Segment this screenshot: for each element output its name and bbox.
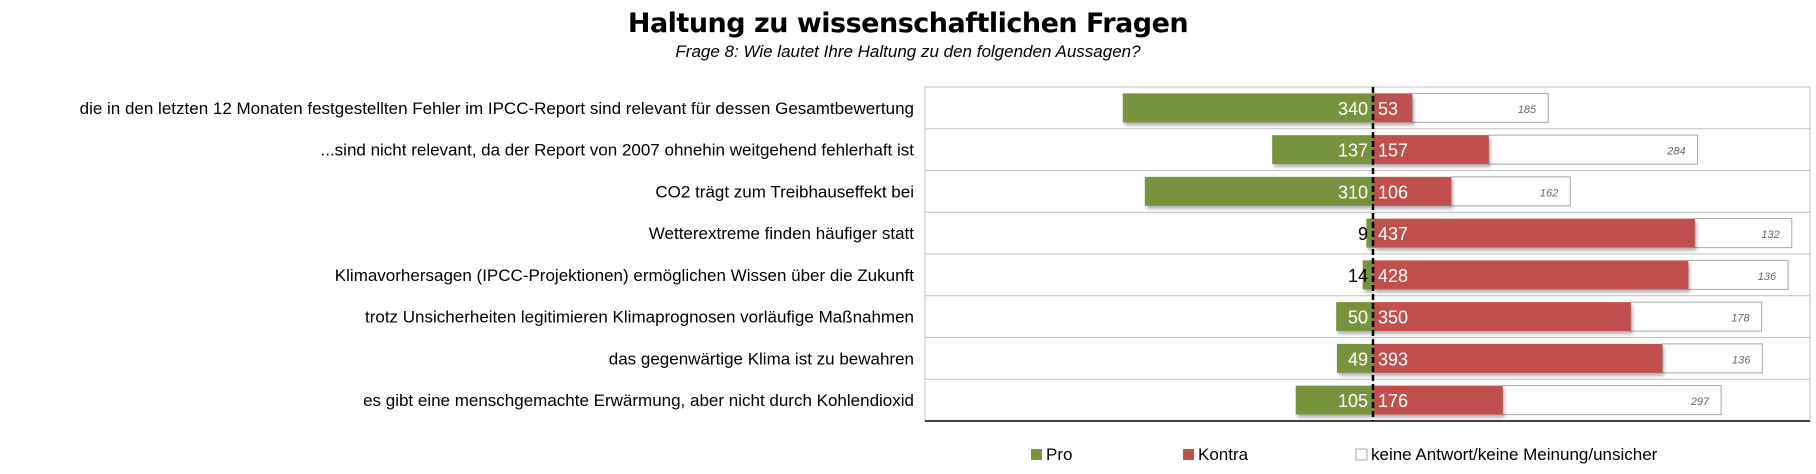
bar-kontra: [1373, 385, 1503, 415]
bar-kontra: [1373, 260, 1689, 290]
value-label-no-answer: 132: [1761, 229, 1779, 241]
value-label-kontra: 176: [1378, 391, 1408, 411]
bar-no-answer: [1502, 385, 1722, 416]
bar-no-answer: [1411, 92, 1549, 123]
chart-title: Haltung zu wissenschaftlichen Fragen: [627, 8, 1189, 39]
value-label-kontra: 437: [1378, 224, 1408, 244]
bar-kontra: [1373, 302, 1631, 332]
value-label-no-answer: 178: [1731, 313, 1750, 325]
bar-pro: [1336, 343, 1373, 373]
category-label: es gibt eine menschgemachte Erwärmung, a…: [363, 391, 914, 410]
legend-label: Pro: [1046, 445, 1072, 464]
category-label: das gegenwärtige Klima ist zu bewahren: [609, 349, 914, 368]
bar-kontra: [1373, 218, 1695, 248]
bar-kontra: [1373, 176, 1452, 206]
value-label-kontra: 350: [1378, 308, 1408, 328]
value-label-no-answer: 136: [1758, 271, 1777, 283]
value-label-pro: 14: [1348, 266, 1368, 286]
bar-kontra: [1373, 135, 1489, 165]
chart-subtitle: Frage 8: Wie lautet Ihre Haltung zu den …: [675, 42, 1141, 61]
value-label-pro: 340: [1338, 99, 1368, 119]
value-label-no-answer: 284: [1666, 146, 1685, 158]
bar-no-answer: [1661, 343, 1763, 374]
bar-kontra: [1373, 343, 1663, 373]
value-label-no-answer: 162: [1540, 187, 1558, 199]
category-label: Klimavorhersagen (IPCC-Projektionen) erm…: [335, 266, 914, 285]
value-label-kontra: 106: [1378, 182, 1408, 202]
bar-no-answer: [1630, 301, 1763, 332]
bar-pro: [1122, 93, 1373, 123]
bar-kontra: [1373, 93, 1413, 123]
bar-pro: [1362, 260, 1373, 290]
value-label-pro: 105: [1338, 391, 1368, 411]
category-label: CO2 trägt zum Treibhauseffekt bei: [655, 182, 914, 201]
value-label-no-answer: 185: [1518, 104, 1537, 116]
legend-swatch-kontra: [1183, 449, 1194, 460]
bar-pro: [1366, 218, 1373, 248]
category-label: Wetterextreme finden häufiger statt: [649, 224, 914, 243]
value-label-pro: 49: [1348, 349, 1368, 369]
value-label-no-answer: 136: [1732, 354, 1751, 366]
value-label-pro: 50: [1348, 308, 1368, 328]
value-label-kontra: 393: [1378, 349, 1408, 369]
legend-swatch-keine: [1355, 448, 1368, 461]
category-label: trotz Unsicherheiten legitimieren Klimap…: [365, 308, 914, 327]
bar-no-answer: [1687, 259, 1789, 290]
value-label-no-answer: 297: [1690, 396, 1710, 408]
value-label-pro: 137: [1338, 141, 1368, 161]
legend-swatch-pro: [1031, 449, 1042, 460]
bar-pro: [1295, 385, 1373, 415]
value-label-kontra: 53: [1378, 99, 1398, 119]
bar-pro: [1272, 135, 1373, 165]
legend-label: keine Antwort/keine Meinung/unsicher: [1371, 445, 1658, 464]
value-label-kontra: 157: [1378, 141, 1408, 161]
bar-pro: [1336, 302, 1373, 332]
bar-pro: [1144, 176, 1373, 206]
category-label: ...sind nicht relevant, da der Report vo…: [321, 141, 915, 160]
value-label-pro: 9: [1358, 224, 1368, 244]
legend-label: Kontra: [1198, 445, 1249, 464]
value-label-pro: 310: [1338, 182, 1368, 202]
category-label: die in den letzten 12 Monaten festgestel…: [80, 99, 914, 118]
value-label-kontra: 428: [1378, 266, 1408, 286]
